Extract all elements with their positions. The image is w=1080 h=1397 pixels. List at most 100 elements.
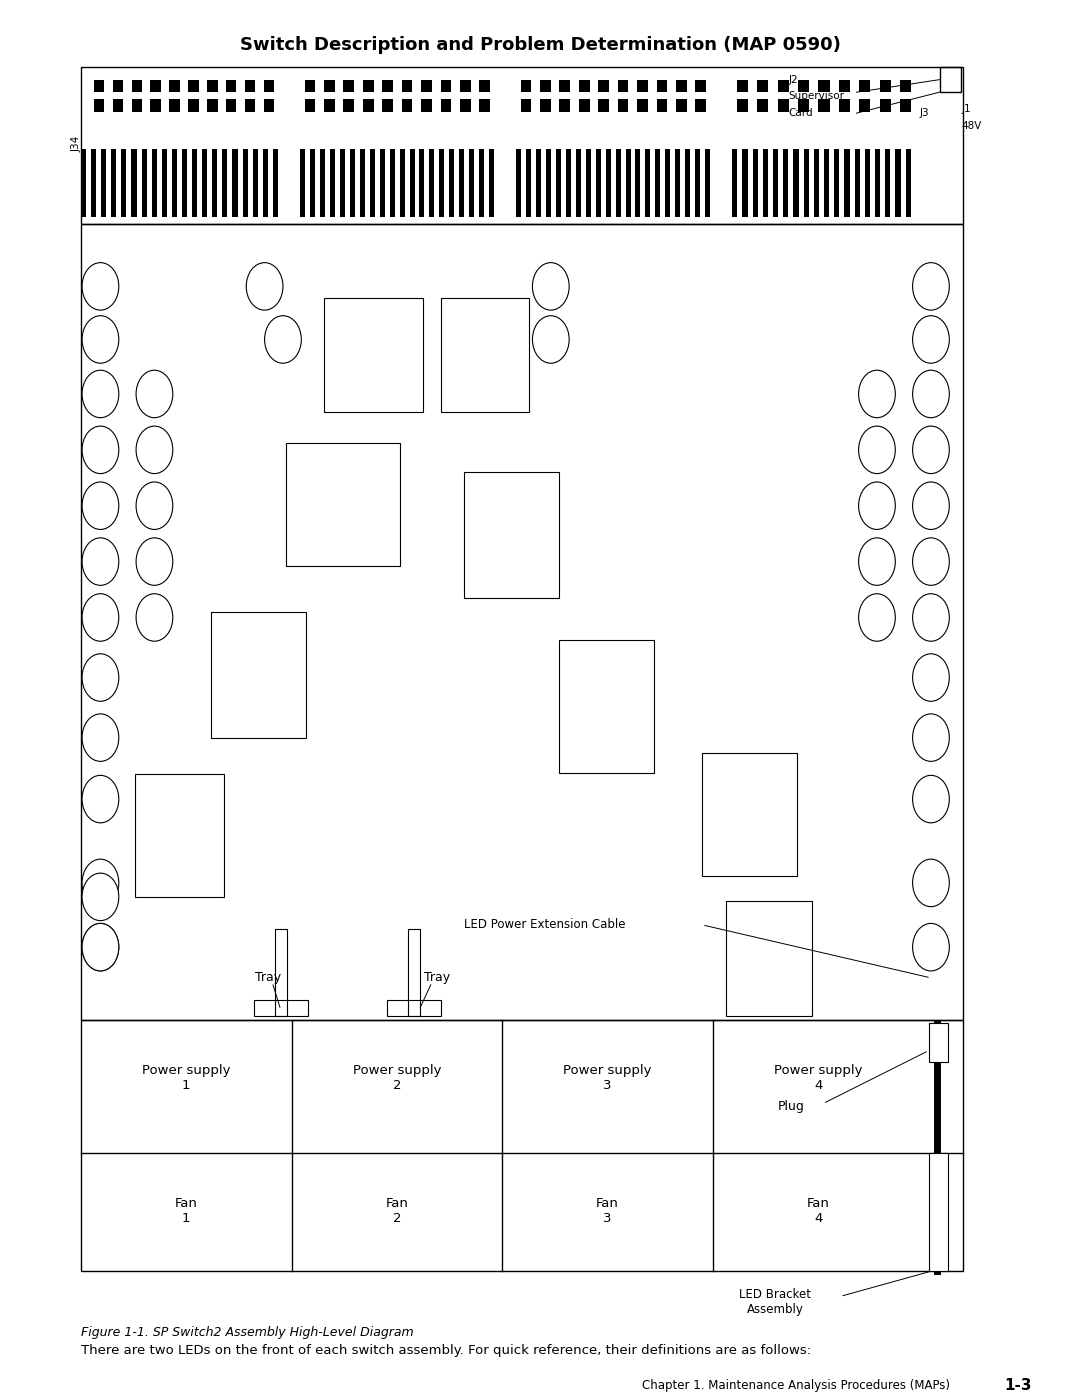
Bar (324, 298, 423, 412)
Bar (646, 149, 650, 217)
Text: Tray: Tray (255, 971, 281, 985)
Bar (340, 149, 345, 217)
Bar (382, 80, 393, 92)
Circle shape (913, 370, 949, 418)
Bar (685, 149, 690, 217)
Text: Fan
2: Fan 2 (386, 1197, 408, 1225)
Bar (150, 99, 161, 112)
Circle shape (913, 923, 949, 971)
Bar (900, 80, 912, 92)
Bar (273, 149, 278, 217)
Bar (226, 80, 237, 92)
Bar (400, 149, 405, 217)
Circle shape (136, 482, 173, 529)
Circle shape (82, 859, 119, 907)
Text: Switch Description and Problem Determination (MAP 0590): Switch Description and Problem Determina… (240, 36, 840, 53)
Bar (618, 80, 629, 92)
Bar (556, 149, 561, 217)
Bar (151, 149, 157, 217)
Bar (480, 80, 490, 92)
Bar (819, 99, 829, 112)
Bar (94, 99, 104, 112)
Text: Fan
4: Fan 4 (807, 1197, 829, 1225)
Bar (814, 149, 819, 217)
Circle shape (913, 654, 949, 701)
Bar (459, 149, 464, 217)
Bar (330, 149, 335, 217)
Bar (696, 99, 706, 112)
Bar (254, 1000, 308, 1016)
Bar (441, 99, 451, 112)
Text: Tray: Tray (424, 971, 450, 985)
Circle shape (136, 370, 173, 418)
Bar (360, 149, 365, 217)
Circle shape (859, 482, 895, 529)
Bar (350, 149, 355, 217)
Bar (737, 80, 748, 92)
Text: Figure 1-1. SP Switch2 Assembly High-Level Diagram: Figure 1-1. SP Switch2 Assembly High-Lev… (81, 1326, 414, 1340)
Circle shape (82, 263, 119, 310)
Bar (480, 99, 490, 112)
Bar (207, 99, 217, 112)
Text: Plug: Plug (778, 1099, 805, 1113)
Bar (419, 149, 424, 217)
Bar (111, 149, 117, 217)
Bar (464, 472, 559, 598)
Circle shape (82, 594, 119, 641)
Bar (441, 80, 451, 92)
Bar (579, 80, 590, 92)
Bar (460, 80, 471, 92)
Bar (421, 99, 432, 112)
Bar (762, 149, 768, 217)
Bar (879, 80, 891, 92)
Text: Card: Card (788, 108, 813, 119)
Bar (132, 80, 141, 92)
Bar (929, 1023, 948, 1062)
Bar (363, 80, 374, 92)
Bar (854, 149, 860, 217)
Bar (409, 149, 415, 217)
Bar (150, 80, 161, 92)
Bar (656, 149, 660, 217)
Bar (753, 149, 758, 217)
Circle shape (265, 316, 301, 363)
Bar (546, 149, 551, 217)
Bar (616, 149, 621, 217)
Bar (526, 149, 531, 217)
Bar (253, 149, 258, 217)
Bar (343, 80, 354, 92)
Bar (657, 99, 667, 112)
Bar (566, 149, 571, 217)
Bar (635, 149, 640, 217)
Bar (778, 80, 788, 92)
Circle shape (82, 482, 119, 529)
Bar (742, 149, 747, 217)
Bar (207, 80, 217, 92)
Bar (440, 149, 444, 217)
Bar (798, 99, 809, 112)
Bar (188, 80, 199, 92)
Bar (275, 929, 287, 1016)
Circle shape (859, 538, 895, 585)
Bar (879, 99, 891, 112)
Bar (245, 80, 255, 92)
Bar (540, 80, 551, 92)
Bar (794, 149, 798, 217)
Bar (449, 149, 455, 217)
Bar (875, 149, 880, 217)
Bar (94, 80, 104, 92)
Bar (732, 149, 738, 217)
Bar (81, 67, 963, 224)
Bar (102, 149, 106, 217)
Bar (702, 753, 797, 876)
Bar (596, 149, 600, 217)
Bar (940, 67, 961, 92)
Circle shape (913, 426, 949, 474)
Bar (675, 149, 680, 217)
Bar (521, 99, 531, 112)
Bar (402, 80, 413, 92)
Bar (859, 80, 870, 92)
Circle shape (913, 263, 949, 310)
Bar (222, 149, 228, 217)
Bar (264, 80, 274, 92)
